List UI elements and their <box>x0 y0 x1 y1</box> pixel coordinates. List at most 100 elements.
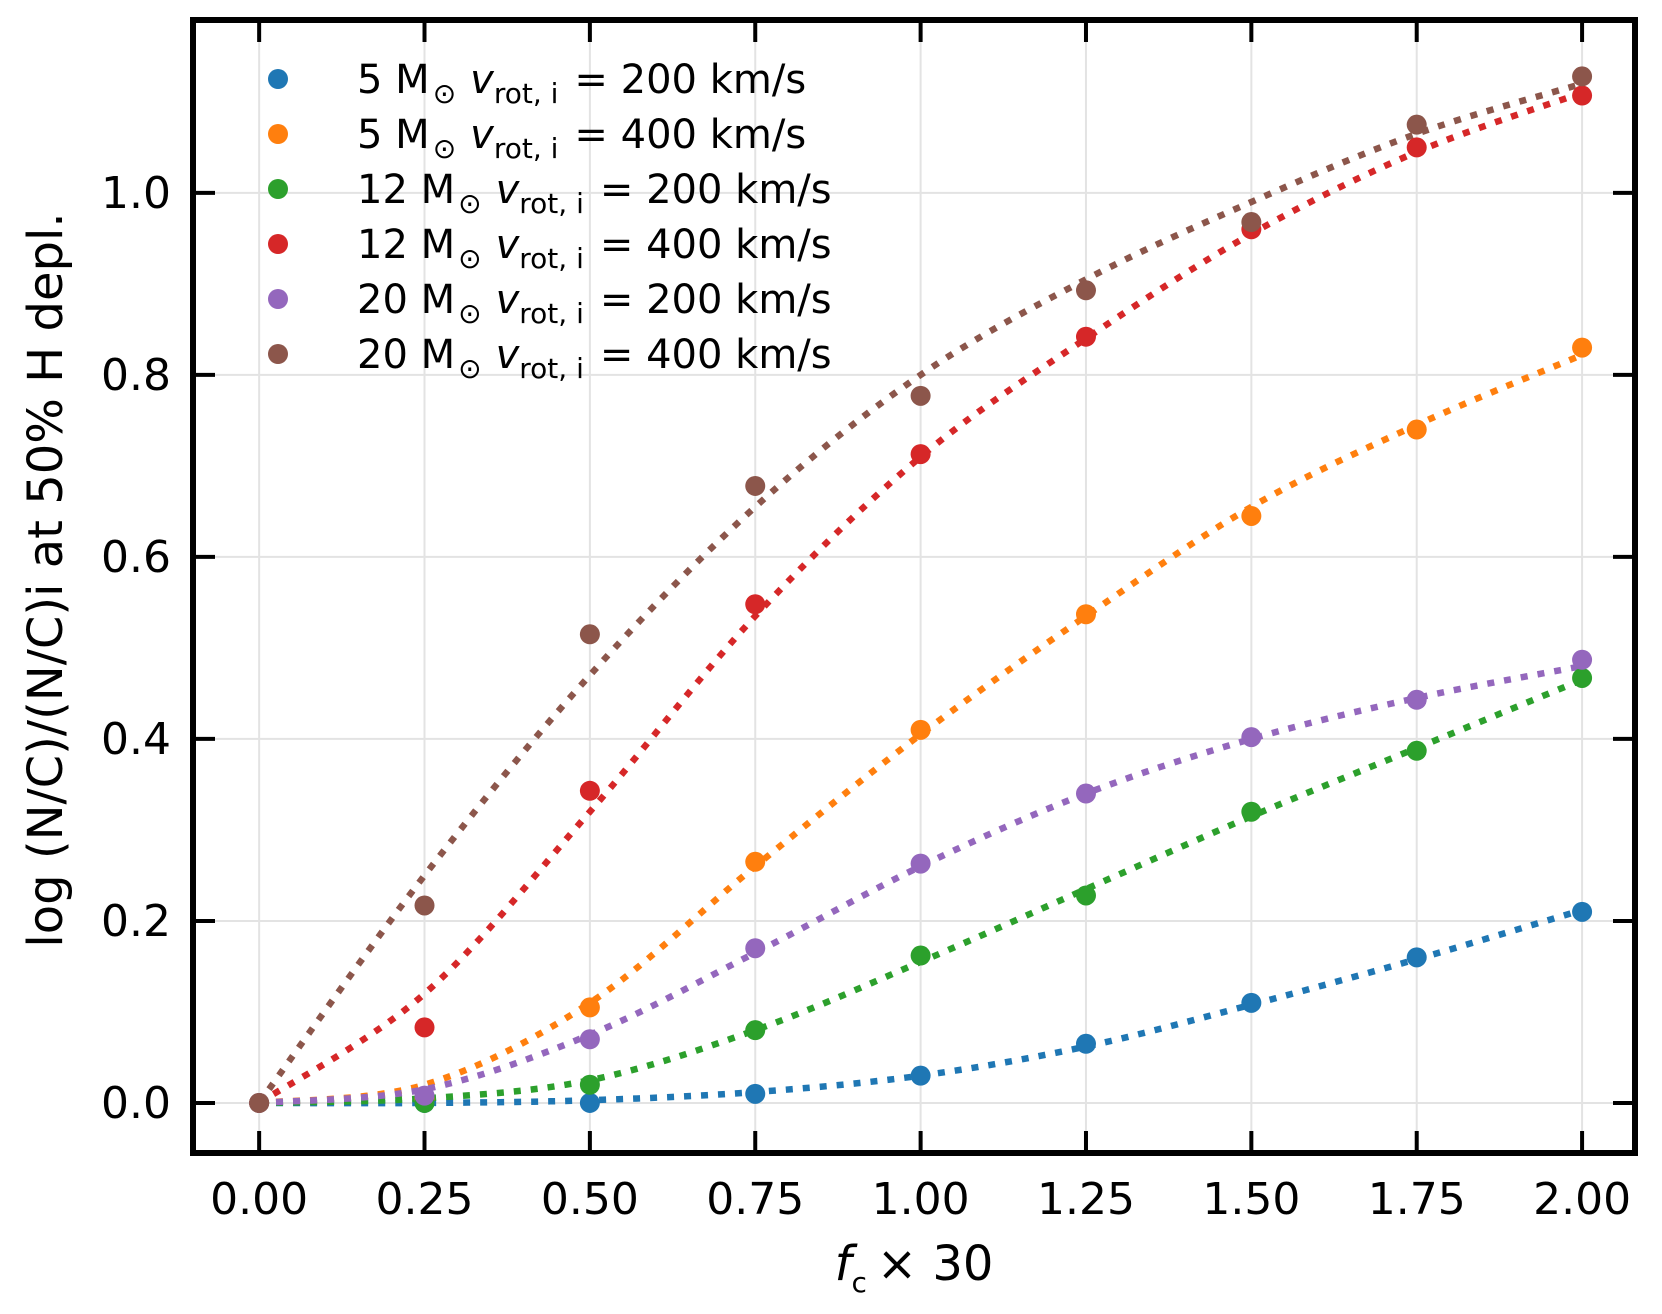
series-5msun-200-point <box>1241 992 1262 1013</box>
legend-velocity-symbol: v <box>496 167 521 213</box>
x-tick-label: 1.50 <box>1202 1174 1300 1225</box>
legend-velocity-value: = 200 km/s <box>600 277 832 323</box>
legend-marker <box>268 344 288 364</box>
series-12msun-200-point <box>910 945 931 966</box>
series-20msun-400-point <box>579 624 600 645</box>
series-20msun-400-point <box>1241 212 1262 233</box>
data-points <box>249 66 1593 1113</box>
grid <box>193 20 1635 1153</box>
series-5msun-400-point <box>910 719 931 740</box>
x-tick-label: 1.25 <box>1037 1174 1135 1225</box>
series-12msun-200-point <box>1572 667 1593 688</box>
legend-velocity-value: = 400 km/s <box>600 332 832 378</box>
series-12msun-200-point <box>1075 885 1096 906</box>
legend-label: 5 M ⊙ vrot, i = 200 km/s <box>357 57 806 110</box>
series-5msun-200-point <box>579 1092 600 1113</box>
series-5msun-400-point <box>1572 337 1593 358</box>
legend-velocity-symbol: v <box>496 222 521 268</box>
series-20msun-400-point <box>745 475 766 496</box>
legend-mass: 5 M <box>357 112 430 158</box>
series-12msun-400-point <box>1572 85 1593 106</box>
legend-velocity-subscript: rot, i <box>494 77 559 110</box>
series-5msun-400-point <box>745 851 766 872</box>
x-tick-label: 1.75 <box>1368 1174 1466 1225</box>
series-20msun-200-point <box>745 938 766 959</box>
y-axis-label: log (N/C)/(N/C)i at 50% H depl. <box>18 212 74 947</box>
legend-sun-symbol: ⊙ <box>458 187 481 220</box>
legend-velocity-subscript: rot, i <box>519 242 584 275</box>
legend-marker <box>268 289 288 309</box>
legend-velocity-value: = 200 km/s <box>600 167 832 213</box>
series-12msun-400-point <box>745 594 766 615</box>
plot-frame <box>190 17 1638 1156</box>
x-tick-label: 0.00 <box>210 1174 308 1225</box>
legend-velocity-symbol: v <box>470 57 495 103</box>
legend-mass: 20 M <box>357 277 455 323</box>
x-tick-label: 2.00 <box>1533 1174 1631 1225</box>
series-20msun-400-point <box>249 1092 270 1113</box>
series-12msun-200-point <box>1241 801 1262 822</box>
legend-velocity-subscript: rot, i <box>519 352 584 385</box>
series-5msun-400-point <box>1406 419 1427 440</box>
y-tick-label: 0.4 <box>101 714 171 765</box>
legend-velocity-subscript: rot, i <box>494 132 559 165</box>
legend-mass: 12 M <box>357 222 455 268</box>
axis-ticks: 0.00 0.25 0.50 0.75 1.00 1.25 1.50 1.75 2.00 0.0 0… <box>101 20 1635 1225</box>
legend: 5 M ⊙ vrot, i = 200 km/s5 M ⊙ vrot, i = 400 km… <box>268 57 832 385</box>
legend-label: 5 M ⊙ vrot, i = 400 km/s <box>357 112 806 165</box>
series-20msun-200-point <box>910 853 931 874</box>
legend-mass: 12 M <box>357 167 455 213</box>
legend-velocity-value: = 200 km/s <box>574 57 806 103</box>
legend-sun-symbol: ⊙ <box>433 132 456 165</box>
legend-sun-symbol: ⊙ <box>458 352 481 385</box>
x-axis-label: fc × 30 <box>835 1236 994 1299</box>
series-12msun-400-point <box>1406 137 1427 158</box>
legend-velocity-symbol: v <box>496 332 521 378</box>
series-5msun-400-point <box>1075 604 1096 625</box>
series-20msun-200-fit-line <box>258 662 1583 1107</box>
y-tick-label: 0.6 <box>101 532 171 583</box>
y-tick-label: 0.0 <box>101 1078 171 1129</box>
series-20msun-200-point <box>579 1029 600 1050</box>
series-20msun-200-point <box>1241 727 1262 748</box>
legend-label: 20 M ⊙ vrot, i = 200 km/s <box>357 277 832 330</box>
legend-marker <box>268 124 288 144</box>
series-5msun-200-point <box>745 1083 766 1104</box>
series-20msun-400-point <box>1075 280 1096 301</box>
series-12msun-400-point <box>1075 326 1096 347</box>
series-12msun-200-point <box>1406 740 1427 761</box>
legend-marker <box>268 234 288 254</box>
y-tick-label: 0.8 <box>101 350 171 401</box>
series-5msun-400-point <box>579 997 600 1018</box>
legend-mass: 5 M <box>357 57 430 103</box>
series-20msun-400-point <box>1572 66 1593 87</box>
x-tick-label: 0.75 <box>706 1174 804 1225</box>
series-20msun-200-point <box>414 1085 435 1106</box>
legend-velocity-symbol: v <box>470 112 495 158</box>
x-tick-label: 0.25 <box>376 1174 474 1225</box>
series-5msun-200-point <box>1406 947 1427 968</box>
legend-sun-symbol: ⊙ <box>458 242 481 275</box>
legend-velocity-symbol: v <box>496 277 521 323</box>
legend-sun-symbol: ⊙ <box>458 297 481 330</box>
series-20msun-400-point <box>1406 114 1427 135</box>
series-12msun-200-point <box>745 1020 766 1041</box>
legend-label: 12 M ⊙ vrot, i = 400 km/s <box>357 222 832 275</box>
series-5msun-200-point <box>910 1065 931 1086</box>
series-12msun-200-point <box>579 1074 600 1095</box>
legend-marker <box>268 69 288 89</box>
legend-label: 20 M ⊙ vrot, i = 400 km/s <box>357 332 832 385</box>
y-tick-label: 0.2 <box>101 896 171 947</box>
series-20msun-400-point <box>414 895 435 916</box>
legend-marker <box>268 179 288 199</box>
legend-velocity-value: = 400 km/s <box>574 112 806 158</box>
x-tick-label: 1.00 <box>872 1174 970 1225</box>
series-5msun-400-point <box>1241 505 1262 526</box>
legend-label: 12 M ⊙ vrot, i = 200 km/s <box>357 167 832 220</box>
legend-velocity-subscript: rot, i <box>519 187 584 220</box>
x-axis-label-sub: c <box>851 1266 866 1299</box>
series-20msun-200-point <box>1572 649 1593 670</box>
series-5msun-200-point <box>1572 901 1593 922</box>
legend-sun-symbol: ⊙ <box>433 77 456 110</box>
